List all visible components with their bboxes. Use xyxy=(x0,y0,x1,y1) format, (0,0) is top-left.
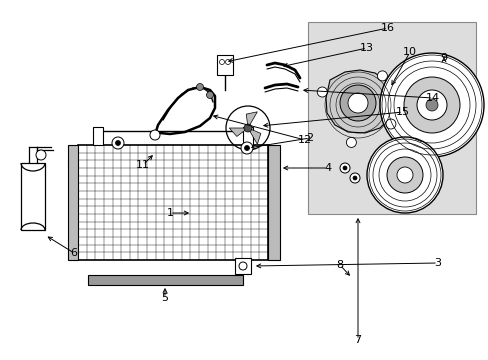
Circle shape xyxy=(206,91,213,99)
Bar xyxy=(267,145,280,260)
Text: 9: 9 xyxy=(440,53,447,63)
Text: 15: 15 xyxy=(395,107,409,117)
Polygon shape xyxy=(325,70,394,133)
Polygon shape xyxy=(246,112,257,128)
Bar xyxy=(217,55,232,75)
Bar xyxy=(21,163,45,230)
Circle shape xyxy=(196,84,203,90)
Circle shape xyxy=(36,150,46,160)
Circle shape xyxy=(339,85,375,121)
Bar xyxy=(307,22,475,214)
Bar xyxy=(68,145,78,260)
Text: 8: 8 xyxy=(336,260,343,270)
Circle shape xyxy=(112,137,124,149)
Text: 10: 10 xyxy=(402,47,416,57)
Text: 5: 5 xyxy=(161,293,168,303)
Circle shape xyxy=(244,124,251,132)
Polygon shape xyxy=(247,128,261,144)
Circle shape xyxy=(416,90,446,120)
Bar xyxy=(235,258,250,274)
Bar xyxy=(93,127,103,145)
Circle shape xyxy=(150,130,160,140)
Bar xyxy=(78,145,267,260)
Circle shape xyxy=(425,99,437,111)
Text: 2: 2 xyxy=(306,133,313,143)
Circle shape xyxy=(239,262,246,270)
Text: 14: 14 xyxy=(425,93,439,103)
Circle shape xyxy=(366,137,442,213)
Polygon shape xyxy=(229,128,247,136)
Circle shape xyxy=(385,119,395,129)
Circle shape xyxy=(339,163,349,173)
Text: 4: 4 xyxy=(324,163,331,173)
Circle shape xyxy=(225,59,230,64)
Bar xyxy=(88,275,243,285)
Circle shape xyxy=(396,167,412,183)
Circle shape xyxy=(349,173,359,183)
Circle shape xyxy=(115,140,120,145)
Circle shape xyxy=(386,157,422,193)
Bar xyxy=(243,127,252,145)
Circle shape xyxy=(403,77,459,133)
Circle shape xyxy=(352,176,356,180)
Circle shape xyxy=(219,59,224,64)
Circle shape xyxy=(342,166,346,170)
Circle shape xyxy=(347,93,367,113)
Text: 13: 13 xyxy=(359,43,373,53)
Text: 16: 16 xyxy=(380,23,394,33)
Circle shape xyxy=(241,142,252,154)
Circle shape xyxy=(346,138,356,148)
Circle shape xyxy=(377,71,386,81)
Text: 11: 11 xyxy=(136,160,150,170)
Circle shape xyxy=(244,145,249,150)
Text: 6: 6 xyxy=(70,248,77,258)
Circle shape xyxy=(379,53,483,157)
Circle shape xyxy=(317,87,326,97)
Text: 3: 3 xyxy=(434,258,441,268)
Text: 1: 1 xyxy=(166,208,173,218)
Text: 7: 7 xyxy=(354,335,361,345)
Text: 12: 12 xyxy=(297,135,311,145)
